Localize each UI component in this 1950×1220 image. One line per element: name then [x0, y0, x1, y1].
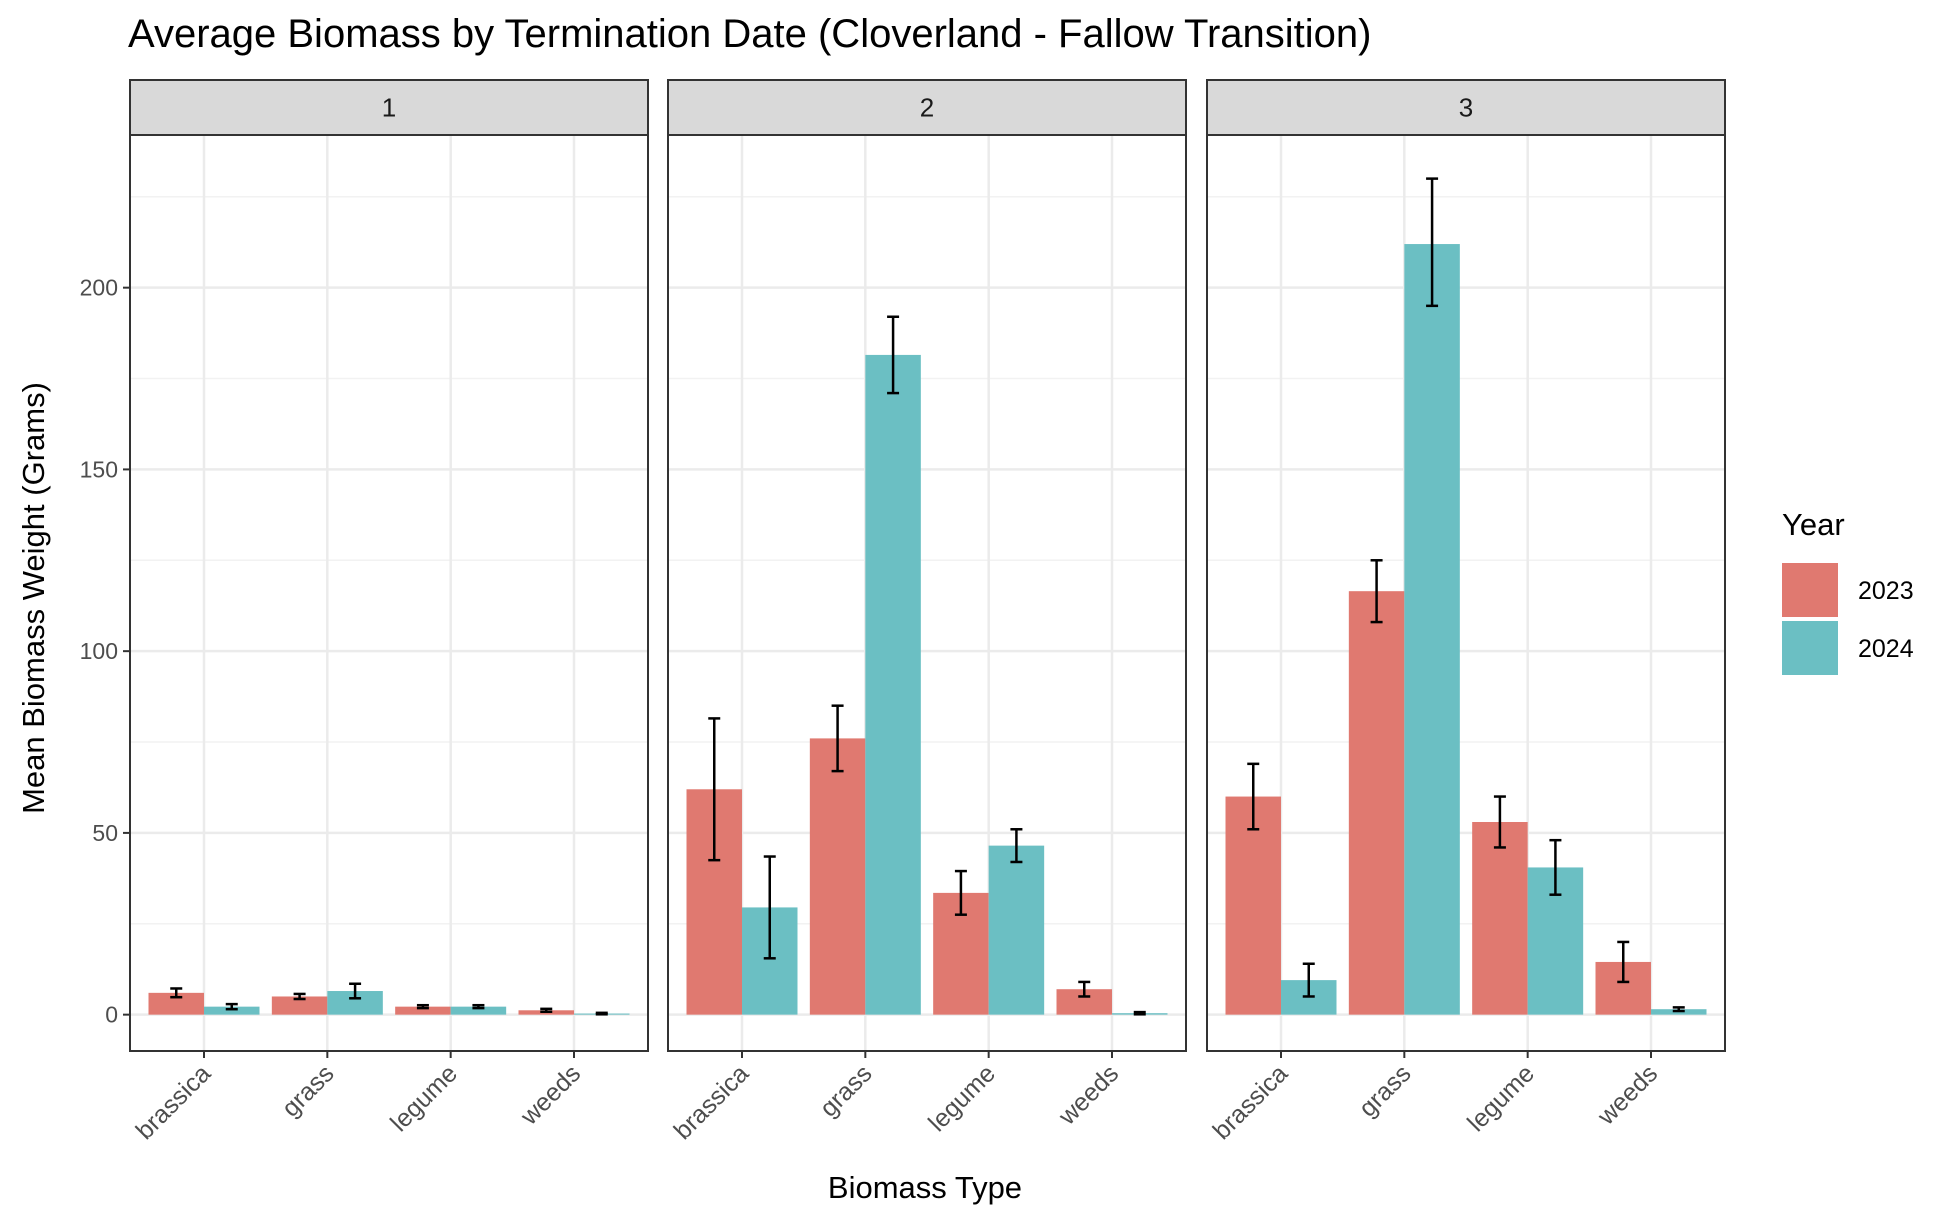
- bar-legume-2023: [395, 1006, 451, 1015]
- error-bar-grass-2023: [293, 992, 306, 1001]
- error-bar-legume-2023: [1493, 795, 1506, 849]
- chart-title: Average Biomass by Termination Date (Clo…: [128, 12, 1372, 56]
- facet-panel-3: 3 brassica grass legume weeds: [1206, 79, 1726, 1145]
- panel-background: [1207, 135, 1725, 1051]
- y-tick-label: 200: [80, 275, 118, 301]
- x-tick-label: grass: [277, 1059, 340, 1122]
- error-bar-grass-2023: [1370, 559, 1383, 624]
- error-bar-weeds-2024: [595, 1011, 608, 1016]
- error-bar-brassica-2023: [170, 987, 183, 999]
- bar-grass-2024: [865, 354, 921, 1015]
- error-bar-brassica-2023: [1247, 762, 1260, 831]
- error-bar-weeds-2023: [540, 1007, 553, 1013]
- legend-label-2023: 2023: [1858, 577, 1914, 605]
- x-tick-label: brassica: [1208, 1059, 1294, 1145]
- legend-title: Year: [1782, 507, 1845, 542]
- facet-strip-label: 1: [382, 93, 396, 123]
- error-bar-legume-2023: [954, 869, 967, 916]
- facet-strip: [667, 79, 1187, 136]
- error-bar-weeds-2024: [1672, 1006, 1685, 1013]
- facet-strip: [129, 79, 649, 136]
- bar-grass-2023: [809, 738, 866, 1015]
- error-bar-brassica-2023: [708, 717, 721, 862]
- x-tick-label: brassica: [131, 1059, 217, 1145]
- panel-background: [130, 135, 648, 1051]
- error-bar-brassica-2024: [225, 1002, 238, 1011]
- bar-brassica-2023: [1225, 796, 1281, 1015]
- error-bar-brassica-2024: [763, 855, 776, 960]
- x-tick-label: brassica: [669, 1059, 755, 1145]
- y-tick-label: 150: [80, 456, 118, 482]
- facet-panel-1: 1 brassica grass legume weeds: [129, 79, 649, 1145]
- x-tick-label: grass: [1354, 1059, 1417, 1122]
- legend-label-2024: 2024: [1858, 635, 1914, 663]
- error-bar-weeds-2023: [1617, 940, 1630, 984]
- error-bar-weeds-2023: [1078, 980, 1091, 998]
- error-bar-brassica-2024: [1302, 962, 1315, 998]
- facet-strip-label: 3: [1459, 93, 1473, 123]
- error-bar-grass-2024: [887, 315, 900, 395]
- y-tick-label: 100: [80, 638, 118, 664]
- bar-grass-2024: [1404, 244, 1460, 1015]
- bar-legume-2023: [1472, 822, 1528, 1015]
- error-bar-legume-2024: [1010, 828, 1023, 864]
- legend-key-2024: [1782, 621, 1838, 675]
- y-axis-title: Mean Biomass Weight (Grams): [16, 382, 51, 814]
- facet-strip: [1206, 79, 1726, 136]
- bar-brassica-2024: [204, 1006, 260, 1015]
- bar-legume-2024: [450, 1006, 507, 1015]
- bar-grass-2024: [327, 991, 383, 1015]
- bar-grass-2023: [271, 996, 328, 1015]
- y-tick-label: 0: [105, 1002, 118, 1028]
- bar-grass-2023: [1348, 591, 1405, 1015]
- error-bar-legume-2023: [416, 1003, 429, 1010]
- error-bar-legume-2024: [472, 1003, 485, 1010]
- y-axis: 0 50 100 150 200: [80, 275, 130, 1028]
- x-tick-label: weeds: [1053, 1059, 1125, 1131]
- y-tick-label: 50: [92, 820, 118, 846]
- x-tick-label: weeds: [515, 1059, 587, 1131]
- x-axis-title: Biomass Type: [828, 1170, 1022, 1205]
- error-bar-grass-2024: [349, 982, 362, 1000]
- x-tick-label: grass: [815, 1059, 878, 1122]
- legend-key-2023: [1782, 563, 1838, 617]
- x-tick-label: weeds: [1592, 1059, 1664, 1131]
- error-bar-grass-2023: [831, 704, 844, 773]
- bar-legume-2024: [988, 845, 1045, 1015]
- x-tick-label: legume: [385, 1059, 463, 1137]
- error-bar-grass-2024: [1426, 177, 1439, 308]
- facet-panel-2: 2 brassica grass legume weeds: [667, 79, 1187, 1145]
- legend: Year 2023 2024: [1782, 507, 1914, 675]
- error-bar-legume-2024: [1549, 838, 1562, 896]
- x-tick-label: legume: [1462, 1059, 1540, 1137]
- x-tick-label: legume: [923, 1059, 1001, 1137]
- error-bar-weeds-2024: [1133, 1010, 1146, 1016]
- facet-strip-label: 2: [920, 93, 934, 123]
- bar-brassica-2023: [148, 992, 204, 1015]
